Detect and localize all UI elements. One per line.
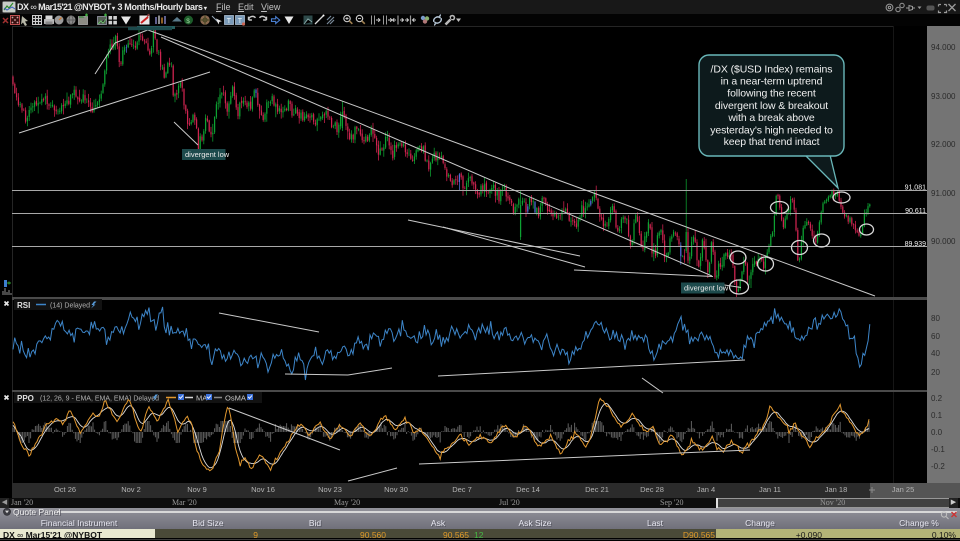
svg-text:divergent low: divergent low: [684, 284, 729, 293]
svg-text:following the recent: following the recent: [727, 87, 816, 99]
svg-text:90.611: 90.611: [905, 208, 926, 215]
svg-text:/DX ($USD Index) remains: /DX ($USD Index) remains: [711, 64, 833, 76]
svg-text:(14) Delayed: (14) Delayed: [50, 303, 90, 310]
svg-text:T: T: [227, 18, 232, 25]
svg-text:in a near-term uptrend: in a near-term uptrend: [721, 76, 823, 88]
svg-text:MA: MA: [196, 394, 207, 403]
svg-text:PPO: PPO: [17, 394, 34, 403]
svg-text:(12, 26, 9 - EMA, EMA, EMA) De: (12, 26, 9 - EMA, EMA, EMA) Delayed: [40, 396, 159, 403]
svg-text:89.939: 89.939: [905, 241, 927, 248]
svg-text:divergent low & breakout: divergent low & breakout: [715, 100, 828, 112]
svg-text:$: $: [186, 18, 190, 25]
svg-text:divergent low: divergent low: [185, 150, 230, 159]
svg-text:keep that trend intact: keep that trend intact: [724, 136, 820, 148]
svg-text:T: T: [238, 18, 243, 25]
svg-text:with a break above: with a break above: [727, 112, 815, 124]
svg-text:91.081: 91.081: [905, 185, 927, 192]
svg-text:OsMA: OsMA: [225, 394, 246, 403]
svg-text:RSI: RSI: [17, 301, 30, 310]
svg-text:yesterday's high needed to: yesterday's high needed to: [710, 125, 833, 137]
